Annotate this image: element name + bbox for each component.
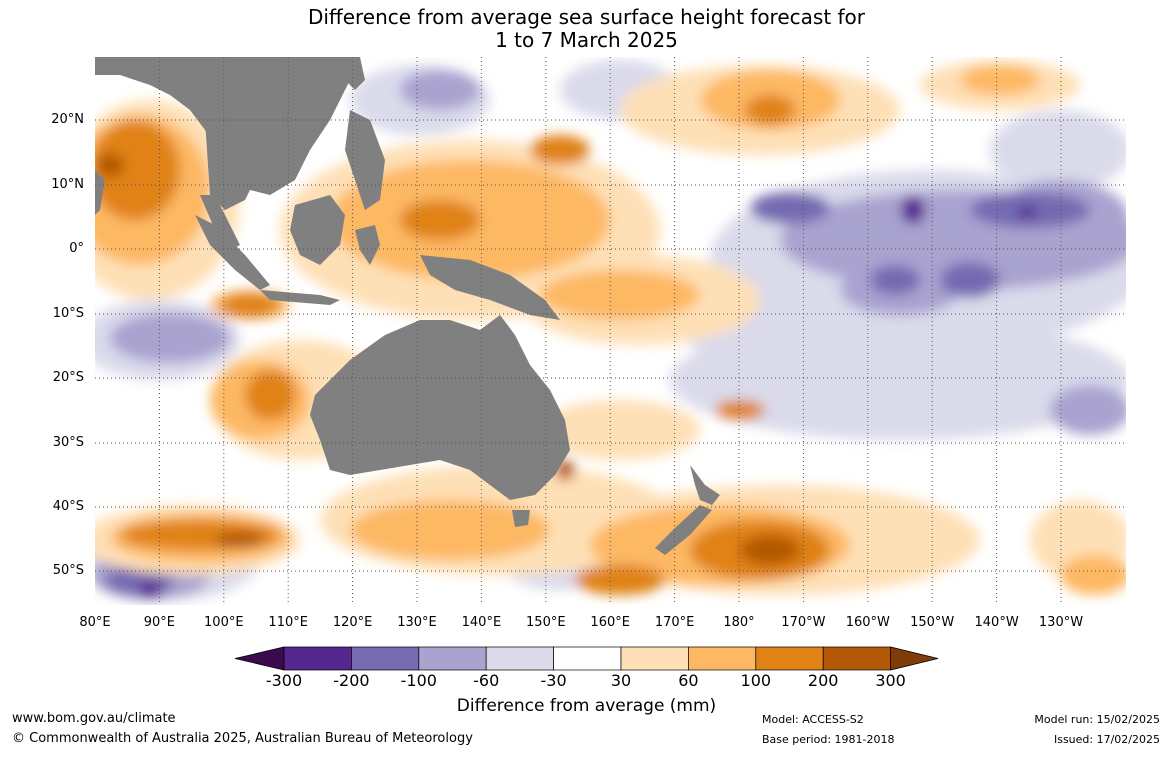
- lon-label-170e: 170°E: [654, 615, 695, 630]
- new-guinea-island: [420, 255, 560, 320]
- sumatra-island: [195, 215, 270, 290]
- lon-label-80e: 80°E: [79, 615, 111, 630]
- colorbar-label: 300: [875, 671, 906, 690]
- lat-label-0: 0°: [69, 241, 84, 256]
- website-link[interactable]: www.bom.gov.au/climate: [12, 711, 176, 726]
- colorbar-label: 200: [807, 671, 839, 690]
- colorbar-swatch: [688, 646, 757, 671]
- colorbar-segments: [234, 646, 939, 671]
- lon-label-90e: 90°E: [143, 615, 176, 630]
- lat-label-20n: 20°N: [51, 112, 84, 127]
- sea-surface-height-map: [95, 57, 1126, 605]
- lon-label-160e: 160°E: [590, 615, 630, 630]
- colorbar-swatch: [418, 646, 487, 671]
- issued-date: Issued: 17/02/2025: [1053, 733, 1160, 746]
- java-island: [260, 290, 340, 305]
- graticule: [95, 57, 1126, 605]
- lon-label-160w: 160°W: [845, 615, 890, 630]
- base-period: Base period: 1981-2018: [762, 733, 895, 746]
- colorbar-swatch: [553, 646, 622, 671]
- land-masses: [95, 57, 720, 555]
- lat-label-10n: 10°N: [51, 177, 84, 192]
- lon-label-150w: 150°W: [910, 615, 955, 630]
- colorbar-label: -100: [400, 671, 437, 690]
- lon-label-170w: 170°W: [781, 615, 826, 630]
- colorbar-label: -200: [333, 671, 370, 690]
- lon-label-110e: 110°E: [268, 615, 308, 630]
- lon-label-120e: 120°E: [332, 615, 373, 630]
- colorbar-swatch: [283, 646, 352, 671]
- lat-label-10s: 10°S: [52, 306, 84, 321]
- lon-label-150e: 150°E: [526, 615, 566, 630]
- model-name: Model: ACCESS-S2: [762, 713, 864, 726]
- colorbar-swatch: [620, 646, 689, 671]
- new-zealand-south-island: [655, 505, 712, 555]
- colorbar-swatch: [822, 646, 891, 671]
- malay-peninsula: [200, 195, 240, 250]
- lat-label-50s: 50°S: [52, 563, 84, 578]
- lon-label-130w: 130°W: [1038, 615, 1084, 630]
- lat-label-40s: 40°S: [52, 499, 84, 514]
- taiwan-island: [284, 129, 296, 141]
- lat-label-30s: 30°S: [52, 435, 84, 450]
- colorbar-label: 30: [610, 671, 632, 690]
- colorbar-label: 100: [740, 671, 772, 690]
- lon-label-180: 180°: [723, 615, 755, 630]
- colorbar-swatch: [755, 646, 824, 671]
- colorbar-title: Difference from average (mm): [456, 696, 717, 716]
- colorbar-label: -60: [473, 671, 500, 690]
- colorbar: [234, 646, 939, 671]
- colorbar-label: 60: [678, 671, 699, 690]
- map-title-line2: 1 to 7 March 2025: [495, 28, 678, 52]
- model-run-date: Model run: 15/02/2025: [1034, 713, 1160, 726]
- colorbar-label: -30: [540, 671, 567, 690]
- anomaly-shading: [95, 60, 1126, 600]
- colorbar-extend-high: [890, 646, 939, 671]
- lon-label-130e: 130°E: [397, 615, 437, 630]
- map-title-line1: Difference from average sea surface heig…: [307, 5, 866, 29]
- lon-label-140w: 140°W: [974, 615, 1019, 630]
- tasmania-island: [512, 510, 530, 527]
- indochina-landmass: [205, 120, 260, 210]
- borneo-island: [290, 195, 345, 265]
- colorbar-swatch: [351, 646, 420, 671]
- copyright-text: © Commonwealth of Australia 2025, Austra…: [12, 731, 473, 746]
- sulawesi-island: [355, 225, 380, 265]
- colorbar-label: -300: [265, 671, 303, 690]
- lat-label-20s: 20°S: [52, 370, 84, 385]
- lon-label-100e: 100°E: [204, 615, 244, 630]
- colorbar-swatch: [485, 646, 554, 671]
- india-tip: [95, 170, 105, 215]
- lon-label-140e: 140°E: [461, 615, 502, 630]
- australia-landmass: [310, 315, 570, 500]
- colorbar-extend-low: [234, 646, 285, 671]
- new-zealand-north-island: [690, 465, 720, 505]
